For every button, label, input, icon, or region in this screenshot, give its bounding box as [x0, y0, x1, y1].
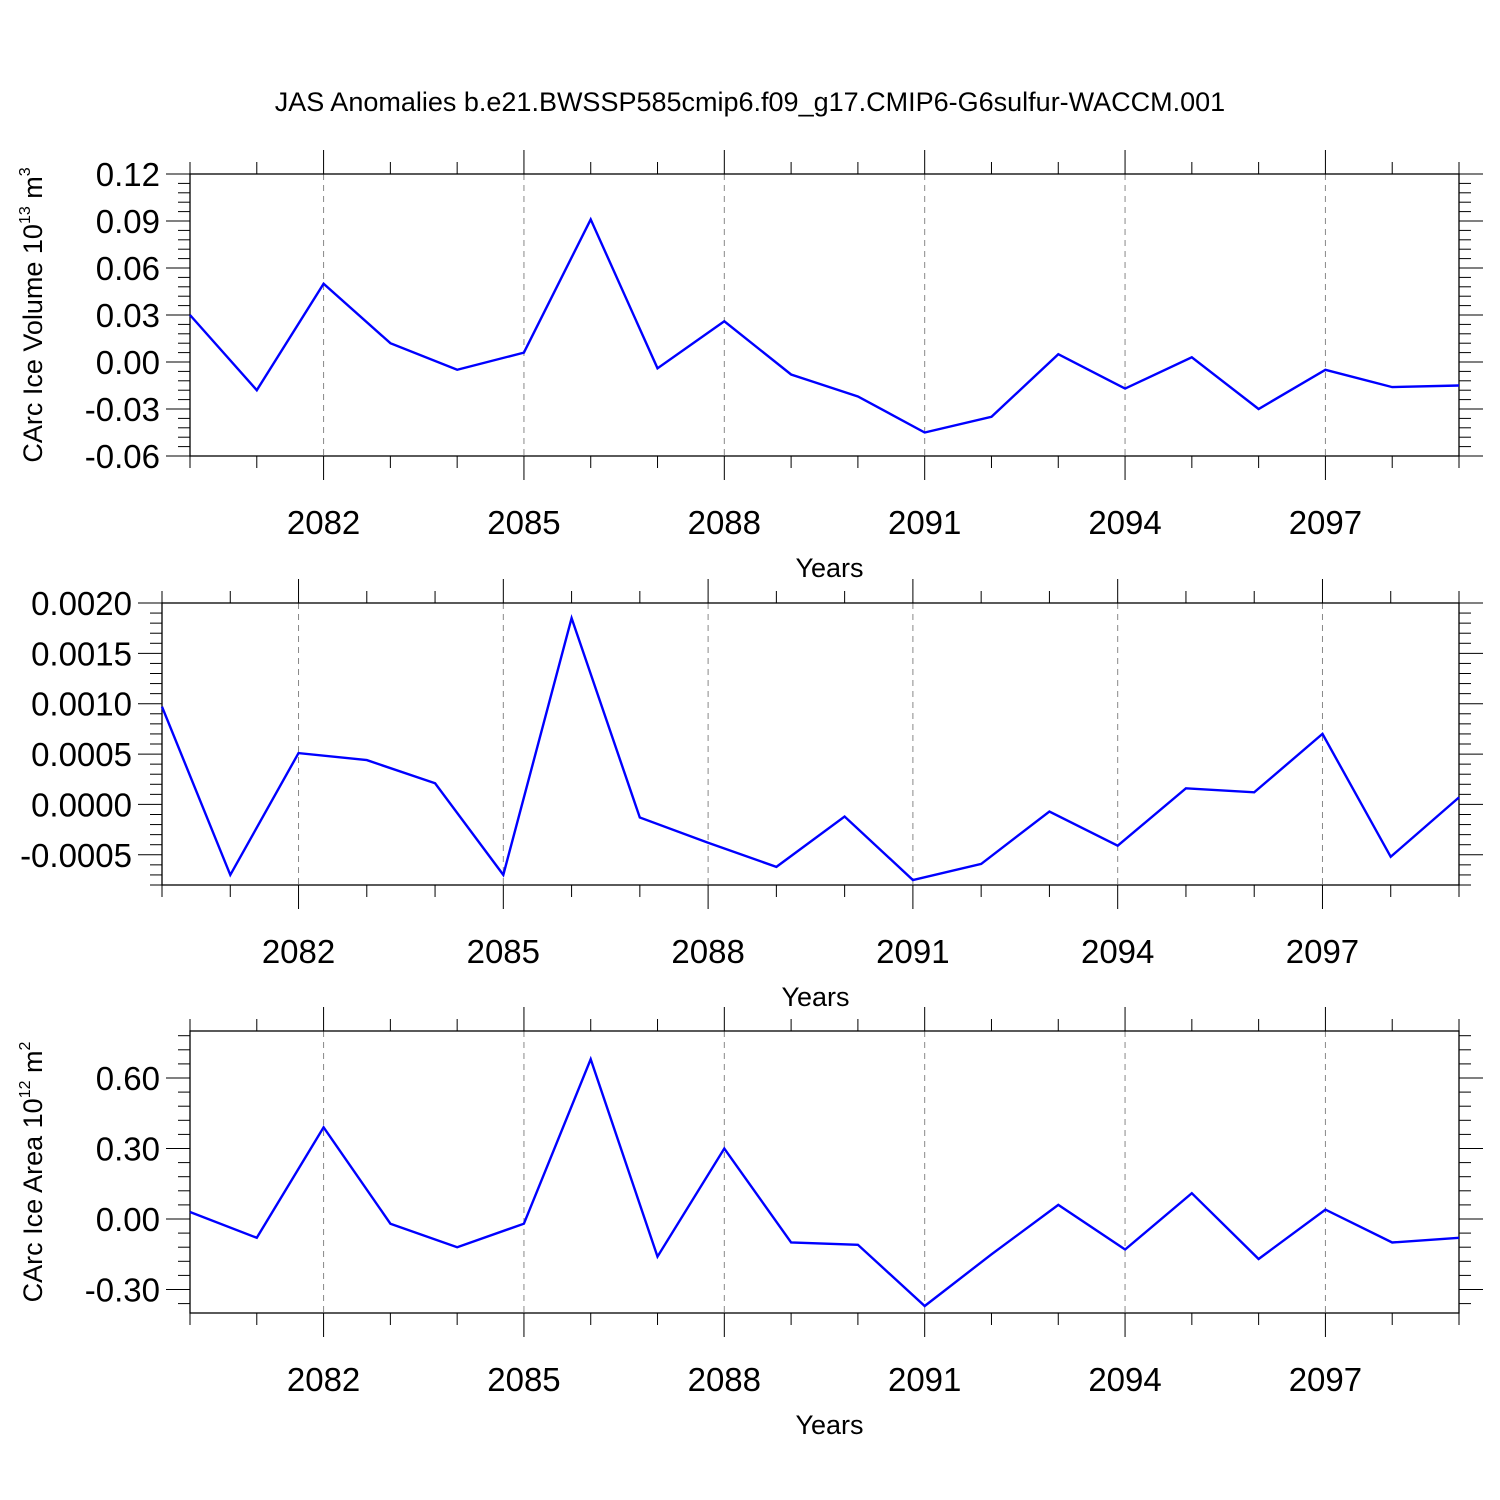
y-tick-label: 0.0005	[31, 736, 132, 773]
y-tick-label: 0.00	[96, 344, 160, 381]
y-tick-label: 0.03	[96, 297, 160, 334]
y-axis-label-unit: m	[18, 176, 48, 206]
y-tick-label: 0.00	[96, 1201, 160, 1238]
x-axis-label: Years	[795, 1410, 863, 1440]
x-tick-label: 2085	[487, 1361, 560, 1398]
y-axis-label-unit-exponent: 2	[17, 1042, 34, 1051]
x-tick-label: 2091	[876, 933, 949, 970]
y-axis-label-unit-exponent: 3	[17, 167, 34, 176]
x-axis-label: Years	[781, 982, 849, 1012]
x-tick-label: 2094	[1088, 1361, 1161, 1398]
y-tick-label: 0.0010	[31, 686, 132, 723]
y-tick-label: 0.30	[96, 1131, 160, 1168]
x-tick-label: 2085	[487, 504, 560, 541]
y-axis-label: CArc Ice Area 1012 m2	[17, 1042, 48, 1303]
y-tick-label: 0.12	[96, 156, 160, 193]
y-axis-label-main: CArc Ice Volume 10	[18, 224, 48, 463]
y-tick-label: 0.0015	[31, 635, 132, 672]
x-tick-label: 2091	[888, 504, 961, 541]
x-tick-label: 2088	[671, 933, 744, 970]
y-axis-label-unit: m	[18, 1051, 48, 1081]
y-axis-label: CArc Ice Volume 1013 m3	[17, 167, 48, 462]
y-axis-label-exponent: 12	[17, 1080, 34, 1098]
x-tick-label: 2097	[1289, 504, 1362, 541]
plot-frame	[189, 173, 1460, 457]
x-axis-label: Years	[795, 553, 863, 583]
y-tick-label: -0.30	[85, 1272, 160, 1309]
y-axis-label-main: CArc Ice Area 10	[18, 1098, 48, 1302]
y-tick-label: 0.0000	[31, 786, 132, 823]
y-tick-label: -0.03	[85, 391, 160, 428]
x-tick-label: 2088	[688, 1361, 761, 1398]
figure-title: JAS Anomalies b.e21.BWSSP585cmip6.f09_g1…	[275, 87, 1225, 117]
x-tick-label: 2088	[688, 504, 761, 541]
y-tick-label: 0.06	[96, 250, 160, 287]
y-tick-label: 0.0020	[31, 585, 132, 622]
series-line-1	[189, 216, 1460, 434]
x-tick-label: 2097	[1286, 933, 1359, 970]
plot-frame	[161, 602, 1460, 886]
x-tick-label: 2091	[888, 1361, 961, 1398]
chart-panel-2: -0.0005 0.0000 0.0005 0.0010 0.0015 0.0020 208…	[20, 579, 1483, 1012]
y-axis-label-exponent: 13	[17, 206, 34, 224]
series-line-1	[160, 613, 1460, 882]
x-tick-label: 2082	[287, 1361, 360, 1398]
series-line-1	[189, 1055, 1460, 1308]
x-tick-label: 2097	[1289, 1361, 1362, 1398]
y-tick-label: -0.0005	[20, 837, 132, 874]
x-tick-label: 2094	[1088, 504, 1161, 541]
y-tick-label: 0.60	[96, 1060, 160, 1097]
y-tick-label: 0.09	[96, 203, 160, 240]
x-tick-label: 2094	[1081, 933, 1154, 970]
x-tick-label: 2085	[467, 933, 540, 970]
x-tick-label: 2082	[262, 933, 335, 970]
y-tick-label: -0.06	[85, 438, 160, 475]
x-tick-label: 2082	[287, 504, 360, 541]
chart-panel-1: -0.06 -0.03 0.00 0.03 0.06 0.09 0.12 2082 2085 20…	[17, 150, 1483, 583]
chart-panel-3: -0.30 0.00 0.30 0.60 2082 2085 2088 2091 2094 209…	[17, 1007, 1483, 1440]
plot-frame	[189, 1030, 1460, 1314]
